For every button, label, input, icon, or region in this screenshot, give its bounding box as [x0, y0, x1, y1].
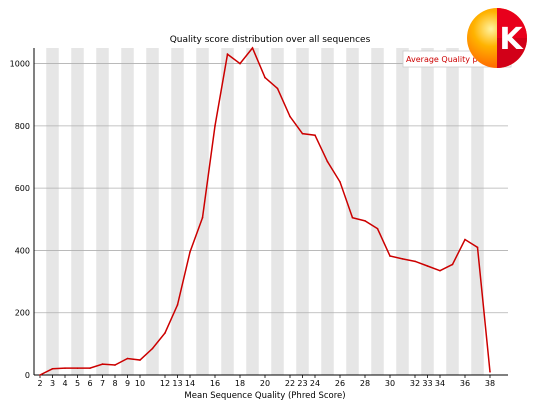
x-tick-label: 36 — [460, 379, 470, 388]
band-stripe — [296, 48, 309, 375]
data-point — [76, 367, 79, 369]
data-point — [489, 371, 491, 373]
legend-entry: Average Quality per read — [406, 55, 506, 64]
x-tick-label: 12 — [160, 379, 170, 388]
band-stripe — [146, 48, 159, 375]
x-tick-label: 16 — [210, 379, 220, 388]
band-stripe — [471, 48, 484, 375]
x-tick-label: 9 — [125, 379, 130, 388]
logo-letter: K — [499, 22, 524, 57]
data-point — [476, 246, 479, 249]
data-point — [351, 216, 354, 219]
data-point — [401, 258, 404, 260]
x-tick-label: 33 — [422, 379, 432, 388]
x-ticks: 2 3 4 5 6 7 8 9 10 12 13 14 16 18 20 22 23 24 26 28 30 32 33 34… — [37, 375, 495, 388]
x-tick-label: 2 — [37, 379, 42, 388]
y-tick-label: 1000 — [10, 60, 30, 69]
data-point — [389, 255, 391, 257]
data-point — [301, 132, 304, 135]
axes — [33, 48, 508, 376]
band-stripe — [71, 48, 84, 375]
data-point — [376, 227, 379, 230]
x-tick-label: 30 — [385, 379, 395, 388]
y-tick-label: 400 — [15, 246, 30, 255]
x-tick-label: 7 — [100, 379, 105, 388]
data-point — [451, 263, 454, 266]
y-tick-label: 200 — [15, 309, 30, 318]
data-point — [339, 181, 341, 183]
x-tick-label: 26 — [335, 379, 345, 388]
data-point — [276, 87, 279, 90]
x-axis-label: Mean Sequence Quality (Phred Score) — [184, 391, 345, 401]
x-tick-label: 13 — [172, 379, 182, 388]
chart-title: Quality score distribution over all sequ… — [170, 35, 371, 45]
data-point — [289, 115, 291, 118]
data-point — [101, 363, 104, 365]
x-tick-label: 34 — [435, 379, 445, 388]
data-point — [314, 134, 316, 136]
data-point — [426, 265, 429, 267]
data-point — [189, 251, 191, 253]
data-point — [201, 216, 204, 219]
data-point — [264, 76, 266, 79]
y-ticks: 0 200 400 600 800 1000 — [10, 60, 30, 380]
data-point — [139, 359, 141, 361]
y-tick-label: 800 — [15, 122, 30, 131]
data-point — [126, 357, 129, 360]
band-stripe — [96, 48, 109, 375]
x-tick-label: 4 — [62, 379, 67, 388]
series-points — [39, 47, 491, 376]
x-tick-label: 18 — [235, 379, 245, 388]
x-tick-label: 6 — [87, 379, 92, 388]
band-stripe — [246, 48, 259, 375]
data-point — [414, 260, 416, 263]
y-tick-label: 600 — [15, 184, 30, 193]
band-stripe — [271, 48, 284, 375]
white-band-right — [486, 48, 508, 375]
x-tick-label: 32 — [410, 379, 420, 388]
band-stripe — [221, 48, 234, 375]
data-point — [89, 367, 91, 369]
data-point — [39, 374, 41, 376]
x-tick-label: 20 — [260, 379, 270, 388]
band-stripe — [46, 48, 59, 375]
data-point — [114, 364, 116, 366]
data-point — [164, 332, 166, 334]
data-point — [251, 47, 254, 49]
band-stripe — [171, 48, 184, 375]
band-stripe — [371, 48, 384, 375]
y-tick-label: 0 — [25, 371, 30, 380]
band-stripe — [396, 48, 409, 375]
data-point — [226, 53, 229, 56]
x-tick-label: 5 — [75, 379, 80, 388]
x-tick-label: 22 — [285, 379, 295, 388]
x-tick-label: 38 — [485, 379, 495, 388]
data-point — [364, 220, 366, 222]
data-point — [176, 304, 179, 306]
band-stripes — [46, 48, 484, 375]
band-stripe — [446, 48, 459, 375]
band-stripe — [346, 48, 359, 375]
band-stripe — [121, 48, 134, 375]
x-tick-label: 10 — [135, 379, 145, 388]
x-tick-label: 24 — [310, 379, 320, 388]
data-point — [51, 367, 54, 370]
x-tick-label: 23 — [297, 379, 307, 388]
data-point — [464, 238, 466, 241]
x-tick-label: 28 — [360, 379, 370, 388]
data-point — [64, 367, 66, 369]
band-stripe — [421, 48, 434, 375]
data-point — [239, 62, 241, 65]
data-point — [151, 347, 154, 350]
k-logo-badge: K — [467, 8, 527, 68]
data-point — [214, 125, 216, 127]
band-stripe — [196, 48, 209, 375]
x-tick-label: 8 — [112, 379, 117, 388]
band-stripe — [321, 48, 334, 375]
data-point — [439, 269, 441, 272]
data-point — [326, 160, 329, 163]
x-tick-label: 3 — [50, 379, 55, 388]
x-tick-label: 14 — [185, 379, 195, 388]
